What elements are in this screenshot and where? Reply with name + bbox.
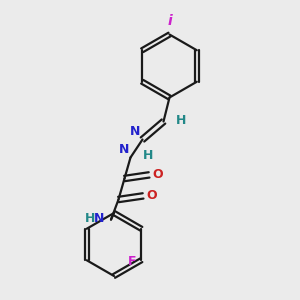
Text: O: O: [153, 168, 163, 182]
Text: i: i: [167, 14, 172, 28]
Text: H: H: [85, 212, 95, 225]
Text: F: F: [128, 255, 136, 268]
Text: N: N: [94, 212, 104, 225]
Text: H: H: [143, 148, 154, 162]
Text: N: N: [130, 125, 140, 138]
Text: O: O: [147, 189, 157, 203]
Text: N: N: [118, 143, 129, 156]
Text: H: H: [176, 113, 187, 127]
